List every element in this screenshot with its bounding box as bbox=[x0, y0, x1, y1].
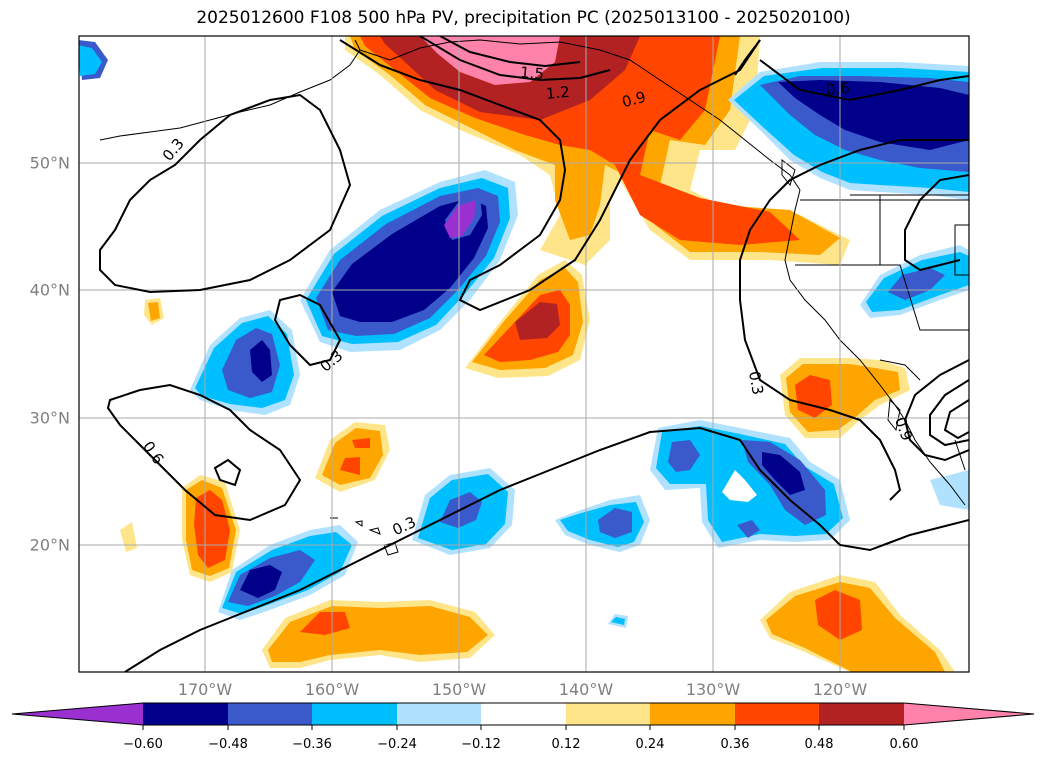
colorbar-tick-label: 0.36 bbox=[720, 737, 750, 752]
figure-title: 2025012600 F108 500 hPa PV, precipitatio… bbox=[196, 8, 851, 28]
lat-label-30n: 30°N bbox=[29, 408, 70, 428]
colorbar-tick-label: −0.60 bbox=[123, 737, 163, 752]
lon-label-120w: 120°W bbox=[812, 680, 868, 699]
colorbar-segment bbox=[481, 703, 566, 725]
colorbar-segment bbox=[312, 703, 397, 725]
colorbar-segment bbox=[143, 703, 228, 725]
negative-anomaly-northeast bbox=[79, 40, 969, 510]
contour-label: 1.5 bbox=[519, 63, 544, 83]
colorbar-tick-label: 0.60 bbox=[889, 737, 919, 752]
lon-label-170w: 170°W bbox=[177, 680, 233, 699]
colorbar-extend-low bbox=[12, 703, 143, 725]
lon-label-160w: 160°W bbox=[304, 680, 360, 699]
contour-label: 0.9 bbox=[620, 88, 648, 112]
lon-label-140w: 140°W bbox=[558, 680, 614, 699]
map-area[interactable]: 0.3 0.3 0.3 0.3 0.6 0.9 1.2 1.5 0.6 0.9 bbox=[78, 36, 969, 672]
colorbar-ticks bbox=[142, 725, 905, 730]
lat-label-20n: 20°N bbox=[29, 535, 70, 555]
contour-label: 0.6 bbox=[825, 79, 850, 99]
colorbar bbox=[11, 702, 1035, 730]
contour-label: 0.3 bbox=[745, 370, 767, 397]
negative-anomaly-south bbox=[412, 420, 850, 628]
positive-anomaly-small bbox=[120, 298, 955, 672]
colorbar-segment bbox=[819, 703, 904, 725]
colorbar-segment bbox=[650, 703, 735, 725]
colorbar-tick-label: −0.48 bbox=[208, 737, 248, 752]
gridlines bbox=[79, 36, 969, 672]
colorbar-tick-label: 0.12 bbox=[551, 737, 581, 752]
pv-contours bbox=[99, 36, 969, 672]
lon-label-150w: 150°W bbox=[431, 680, 487, 699]
colorbar-tick-label: −0.12 bbox=[461, 737, 501, 752]
colorbar-tick-label: −0.36 bbox=[292, 737, 332, 752]
map-frame bbox=[78, 35, 970, 673]
colorbar-segment bbox=[397, 703, 481, 725]
negative-anomaly-west bbox=[190, 310, 358, 620]
colorbar-segment bbox=[735, 703, 819, 725]
colorbar-tick-label: 0.24 bbox=[635, 737, 665, 752]
contour-label: 1.2 bbox=[545, 83, 570, 103]
lat-label-40n: 40°N bbox=[29, 280, 70, 300]
colorbar-segment bbox=[566, 703, 650, 725]
colorbar-extend-high bbox=[904, 703, 1034, 725]
colorbar-segment bbox=[228, 703, 312, 725]
lon-label-130w: 130°W bbox=[685, 680, 741, 699]
colorbar-tick-label: 0.48 bbox=[804, 737, 834, 752]
colorbar-tick-label: −0.24 bbox=[377, 737, 417, 752]
lat-label-50n: 50°N bbox=[29, 153, 70, 173]
